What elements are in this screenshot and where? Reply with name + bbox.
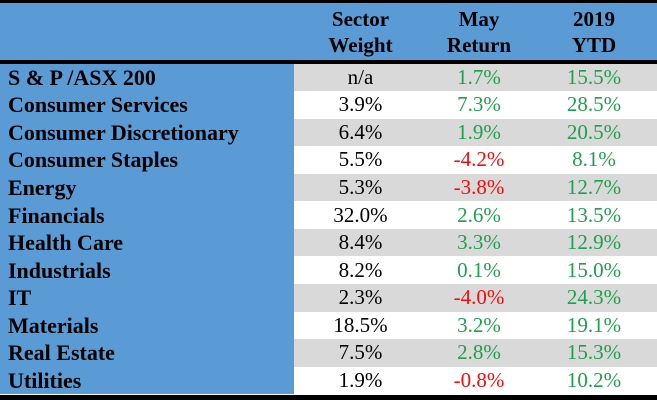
weight-value: 3.9% <box>294 91 427 119</box>
sector-label: Utilities <box>0 366 294 395</box>
table-row: Financials 32.0% 2.6% 13.5% <box>0 201 657 229</box>
ytd-value: 13.5% <box>531 201 657 229</box>
sector-label: Consumer Services <box>0 91 294 119</box>
weight-value: n/a <box>294 62 427 91</box>
may-value: 0.1% <box>427 256 531 285</box>
ytd-value: 12.9% <box>531 228 657 257</box>
weight-value: 5.5% <box>294 146 427 174</box>
sector-label: Consumer Staples <box>0 146 294 174</box>
ytd-value: 28.5% <box>531 91 657 119</box>
weight-value: 2.3% <box>294 284 427 312</box>
table-row: S & P /ASX 200 n/a 1.7% 15.5% <box>0 62 657 91</box>
weight-value: 18.5% <box>294 311 427 340</box>
header-cell-may-return: May Return <box>427 3 531 64</box>
ytd-value: 15.3% <box>531 339 657 367</box>
data-table: Sector Weight May Return 2019 YTD S & P … <box>0 3 657 395</box>
weight-value: 8.2% <box>294 256 427 285</box>
may-value: 2.8% <box>427 339 531 367</box>
table-header: Sector Weight May Return 2019 YTD <box>0 3 657 64</box>
header-line: May <box>458 6 500 31</box>
header-cell-sector-weight: Sector Weight <box>294 3 427 64</box>
may-value: 3.2% <box>427 311 531 340</box>
sector-label: Energy <box>0 173 294 202</box>
weight-value: 5.3% <box>294 173 427 202</box>
weight-value: 1.9% <box>294 366 427 395</box>
sector-label: IT <box>0 284 294 312</box>
sector-label: Financials <box>0 201 294 229</box>
table-row: IT 2.3% -4.0% 24.3% <box>0 284 657 312</box>
header-cell-2019-ytd: 2019 YTD <box>531 3 657 64</box>
may-value: 1.7% <box>427 62 531 91</box>
header-line: Return <box>446 32 512 57</box>
weight-value: 7.5% <box>294 339 427 367</box>
table-body: S & P /ASX 200 n/a 1.7% 15.5% Consumer Servi… <box>0 62 657 395</box>
table-row: Real Estate 7.5% 2.8% 15.3% <box>0 339 657 367</box>
may-value: 7.3% <box>427 91 531 119</box>
sector-label: Real Estate <box>0 339 294 367</box>
sector-label: Industrials <box>0 256 294 285</box>
header-line: Sector <box>331 6 390 31</box>
may-value: 3.3% <box>427 228 531 257</box>
table-row: Utilities 1.9% -0.8% 10.2% <box>0 366 657 395</box>
table-row: Materials 18.5% 3.2% 19.1% <box>0 311 657 340</box>
table-row: Energy 5.3% -3.8% 12.7% <box>0 173 657 202</box>
may-value: -4.0% <box>427 284 531 312</box>
sector-label: S & P /ASX 200 <box>0 62 294 91</box>
table-row: Consumer Staples 5.5% -4.2% 8.1% <box>0 146 657 174</box>
weight-value: 8.4% <box>294 228 427 257</box>
sector-label: Health Care <box>0 228 294 257</box>
table-row: Industrials 8.2% 0.1% 15.0% <box>0 256 657 285</box>
may-value: -3.8% <box>427 173 531 202</box>
header-line: 2019 <box>573 6 615 31</box>
header-line: YTD <box>571 32 617 57</box>
ytd-value: 20.5% <box>531 118 657 147</box>
sector-label: Consumer Discretionary <box>0 118 294 147</box>
weight-value: 6.4% <box>294 118 427 147</box>
header-line: Weight <box>328 32 393 57</box>
ytd-value: 24.3% <box>531 284 657 312</box>
table-row: Consumer Services 3.9% 7.3% 28.5% <box>0 91 657 119</box>
weight-value: 32.0% <box>294 201 427 229</box>
ytd-value: 15.5% <box>531 62 657 91</box>
ytd-value: 15.0% <box>531 256 657 285</box>
ytd-value: 10.2% <box>531 366 657 395</box>
may-value: -0.8% <box>427 366 531 395</box>
ytd-value: 12.7% <box>531 173 657 202</box>
ytd-value: 19.1% <box>531 311 657 340</box>
may-value: -4.2% <box>427 146 531 174</box>
sector-label: Materials <box>0 311 294 340</box>
may-value: 2.6% <box>427 201 531 229</box>
may-value: 1.9% <box>427 118 531 147</box>
table-row: Consumer Discretionary 6.4% 1.9% 20.5% <box>0 118 657 147</box>
header-cell-empty <box>0 3 294 64</box>
ytd-value: 8.1% <box>531 146 657 174</box>
table-row: Health Care 8.4% 3.3% 12.9% <box>0 228 657 257</box>
